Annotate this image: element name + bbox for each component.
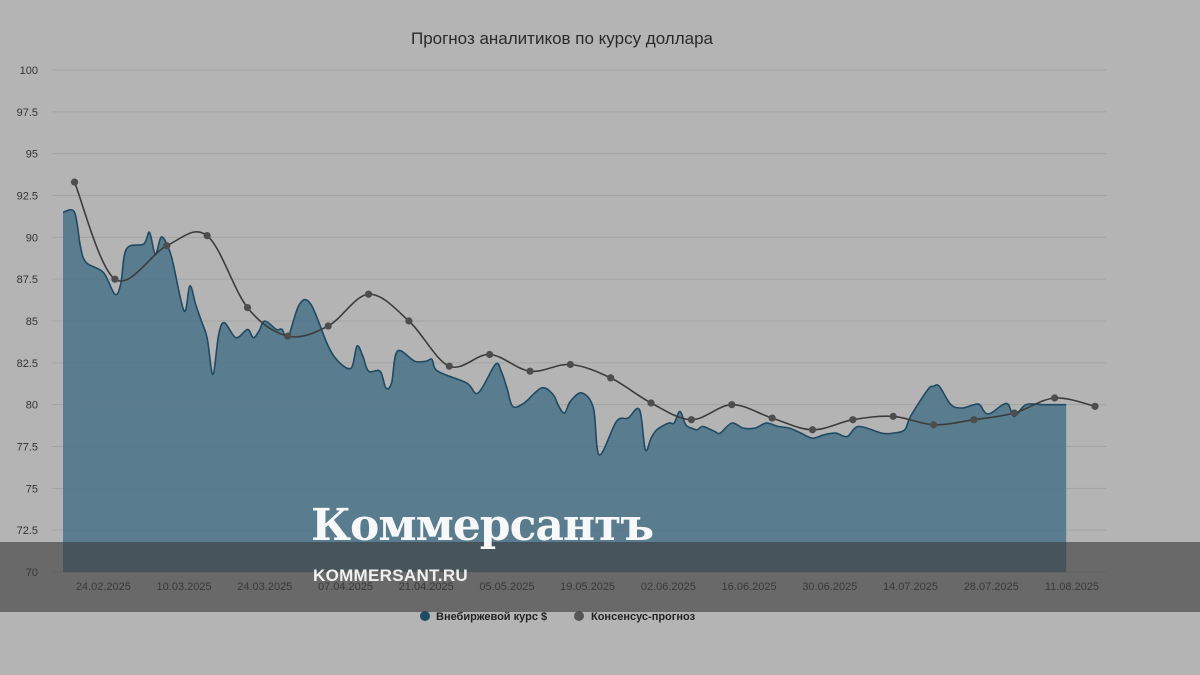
forecast-point: [364, 290, 373, 298]
forecast-point: [486, 350, 494, 359]
legend-marker-area: [420, 611, 430, 621]
y-tick-label: 97.5: [17, 107, 38, 119]
forecast-point: [566, 360, 574, 369]
watermark-url: KOMMERSANT.RU: [313, 566, 469, 585]
forecast-point: [405, 317, 413, 325]
chart-title: Прогноз аналитиков по курсу доллара: [411, 29, 714, 48]
forecast-point: [1010, 409, 1018, 417]
forecast-point: [111, 275, 119, 283]
forecast-point: [808, 426, 817, 434]
legend-label-line: Консенсус-прогноз: [591, 611, 696, 623]
legend-item-line[interactable]: Консенсус-прогноз: [574, 611, 696, 623]
forecast-point: [687, 416, 696, 424]
forecast-point: [889, 412, 897, 420]
y-tick-label: 72.5: [17, 525, 38, 537]
forecast-point: [1051, 394, 1059, 402]
forecast-point: [243, 304, 252, 312]
y-tick-label: 92.5: [17, 191, 38, 203]
y-tick-label: 80: [26, 400, 38, 412]
y-tick-label: 100: [20, 65, 38, 77]
y-tick-label: 82.5: [17, 358, 38, 370]
forecast-point: [768, 414, 776, 422]
legend-label-area: Внебиржевой курс $: [436, 611, 547, 623]
area-fill: [63, 209, 1067, 572]
forecast-point: [929, 421, 938, 429]
forecast-point: [324, 322, 332, 330]
forecast-point: [849, 416, 857, 424]
forecast-line: [73, 181, 1096, 431]
forecast-point: [526, 367, 534, 375]
y-tick-label: 95: [26, 149, 38, 161]
forecast-point: [203, 232, 211, 240]
forecast-point: [163, 242, 171, 250]
watermark-logo: Коммерсантъ: [311, 500, 654, 551]
forecast-point: [728, 401, 736, 409]
forecast-point: [607, 374, 615, 382]
watermark-band: [0, 542, 1200, 612]
forecast-point: [284, 332, 292, 340]
line-series-layer: [70, 178, 1099, 434]
y-tick-label: 87.5: [17, 274, 38, 286]
area-series-layer: [62, 208, 1067, 572]
legend: Внебиржевой курс $ Консенсус-прогноз: [420, 611, 696, 623]
forecast-point: [70, 178, 79, 186]
forecast-point: [970, 416, 978, 424]
forecast-point: [1091, 402, 1099, 410]
y-tick-label: 85: [26, 316, 38, 328]
forecast-point: [647, 399, 655, 407]
area-series-line: [62, 208, 1067, 456]
y-tick-label: 77.5: [17, 442, 38, 454]
legend-item-area[interactable]: Внебиржевой курс $: [420, 611, 547, 623]
legend-marker-line: [574, 611, 584, 621]
y-tick-label: 90: [26, 232, 38, 244]
forecast-point: [445, 362, 453, 370]
y-tick-label: 75: [26, 483, 38, 495]
